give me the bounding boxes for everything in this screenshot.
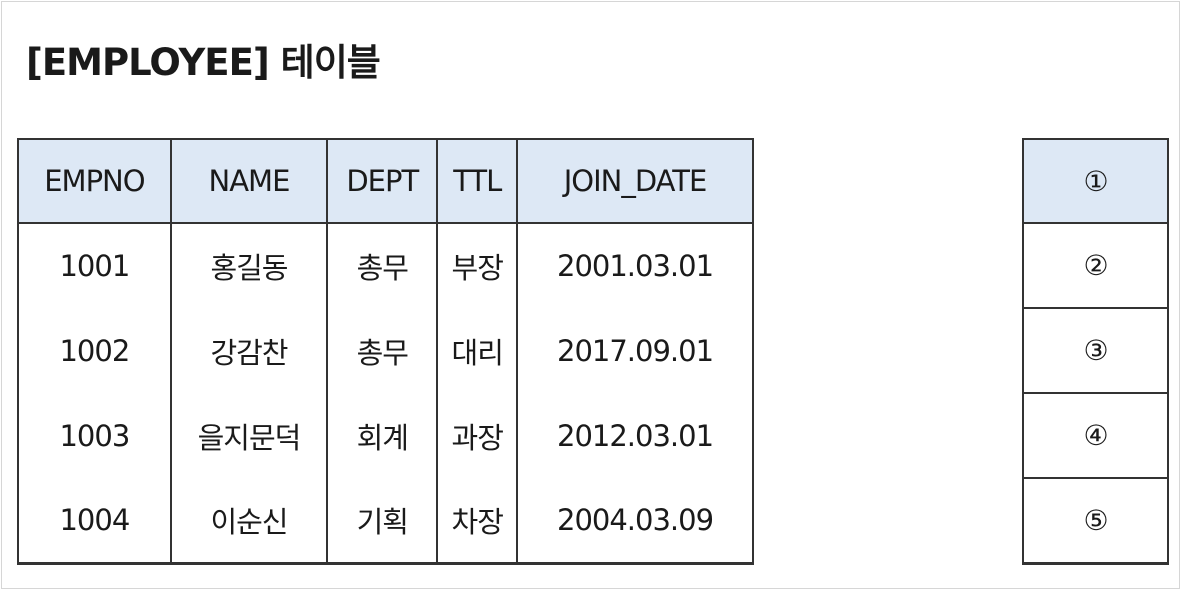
cell-dept: 회계 xyxy=(326,393,439,478)
cell-empno: 1002 xyxy=(17,308,172,393)
employee-table: EMPNO NAME DEPT TTL JOIN_DATE 1001 홍길동 총… xyxy=(17,138,754,565)
cell-name: 이순신 xyxy=(169,478,329,563)
option-row: ④ xyxy=(1023,392,1168,478)
option-5: ⑤ xyxy=(1023,477,1168,563)
cell-ttl: 과장 xyxy=(436,393,519,478)
option-1: ① xyxy=(1023,139,1168,223)
header-row: EMPNO NAME DEPT TTL JOIN_DATE xyxy=(17,139,754,224)
cell-ttl: 대리 xyxy=(436,308,519,393)
column-header-name: NAME xyxy=(169,139,329,224)
cell-join-date: 2017.09.01 xyxy=(516,308,754,393)
option-row: ① xyxy=(1023,139,1168,223)
option-row: ③ xyxy=(1023,307,1168,393)
cell-name: 홍길동 xyxy=(169,223,329,308)
option-row: ⑤ xyxy=(1023,477,1168,563)
cell-name: 강감찬 xyxy=(169,308,329,393)
cell-ttl: 차장 xyxy=(436,478,519,563)
column-header-join-date: JOIN_DATE xyxy=(516,139,754,224)
table-title: [EMPLOYEE] 테이블 xyxy=(26,41,381,84)
cell-empno: 1003 xyxy=(17,393,172,478)
cell-name: 을지문덕 xyxy=(169,393,329,478)
cell-join-date: 2012.03.01 xyxy=(516,393,754,478)
table-row: 1003 을지문덕 회계 과장 2012.03.01 xyxy=(17,393,754,478)
table-row: 1002 강감찬 총무 대리 2017.09.01 xyxy=(17,308,754,393)
cell-dept: 총무 xyxy=(326,223,439,308)
cell-join-date: 2001.03.01 xyxy=(516,223,754,308)
option-2: ② xyxy=(1023,222,1168,308)
column-header-ttl: TTL xyxy=(436,139,519,224)
cell-empno: 1001 xyxy=(17,223,172,308)
cell-join-date: 2004.03.09 xyxy=(516,478,754,563)
cell-ttl: 부장 xyxy=(436,223,519,308)
column-header-dept: DEPT xyxy=(326,139,439,224)
cell-empno: 1004 xyxy=(17,478,172,563)
cell-dept: 총무 xyxy=(326,308,439,393)
option-3: ③ xyxy=(1023,307,1168,393)
answer-options-table: ① ② ③ ④ ⑤ xyxy=(1022,138,1169,565)
column-header-empno: EMPNO xyxy=(17,139,172,224)
table-row: 1001 홍길동 총무 부장 2001.03.01 xyxy=(17,223,754,308)
option-4: ④ xyxy=(1023,392,1168,478)
option-row: ② xyxy=(1023,222,1168,308)
cell-dept: 기획 xyxy=(326,478,439,563)
table-row: 1004 이순신 기획 차장 2004.03.09 xyxy=(17,478,754,563)
